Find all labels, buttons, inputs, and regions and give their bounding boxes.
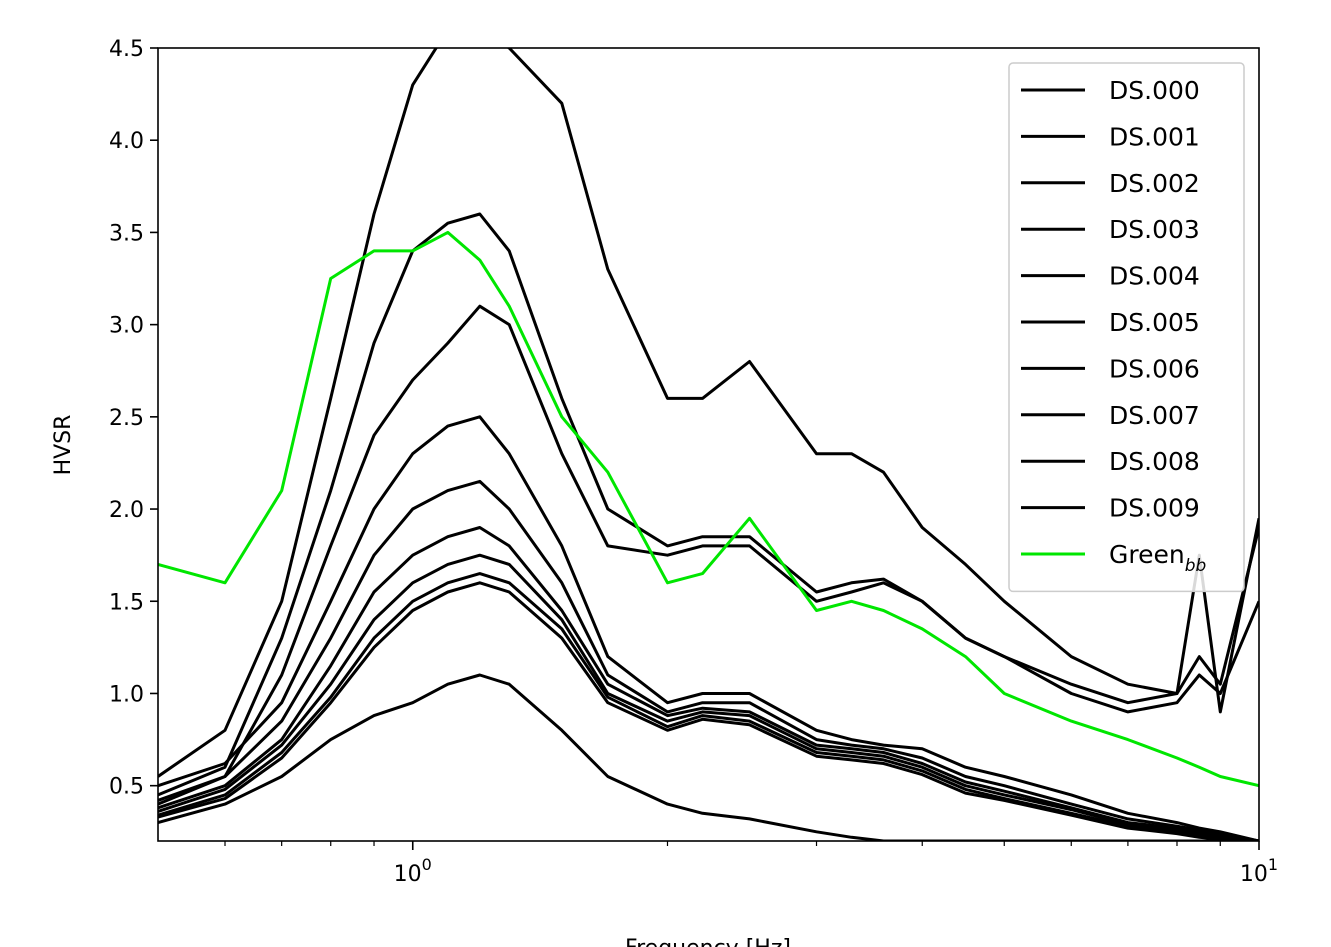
series-line-3: [158, 415, 1259, 841]
y-tick-label-0: 0.5: [109, 775, 144, 800]
y-tick-label-2: 1.5: [109, 590, 144, 615]
series-line-0: [158, 212, 1259, 797]
series-line-9: [158, 673, 1259, 841]
series-line-7: [158, 572, 1259, 841]
series-line-6: [158, 553, 1259, 841]
y-tick-label-1: 1.0: [109, 682, 144, 707]
legend-box: [1008, 62, 1245, 593]
legend-label-10: Greenbb: [1109, 540, 1206, 576]
y-axis-label: HVSR: [51, 415, 76, 476]
legend-label-7: DS.007: [1109, 401, 1200, 430]
y-tick-label-6: 3.5: [109, 221, 144, 246]
series-line-4: [158, 479, 1259, 841]
y-tick-label-8: 4.5: [109, 37, 144, 62]
series-line-8: [158, 581, 1259, 841]
legend-label-1: DS.001: [1109, 122, 1200, 151]
legend-label-4: DS.004: [1109, 262, 1200, 291]
x-tick-label-0: 100: [394, 855, 432, 887]
legend: DS.000 DS.001 DS.002 DS.003 DS.004 DS.005 DS.0…: [1008, 62, 1245, 593]
y-tick-label-4: 2.5: [109, 406, 144, 431]
series-line-2: [158, 48, 1259, 778]
legend-label-8: DS.008: [1109, 447, 1200, 476]
legend-label-2: DS.002: [1109, 169, 1200, 198]
x-axis: 100 101: [224, 841, 1278, 887]
legend-label-6: DS.006: [1109, 354, 1200, 383]
y-tick-label-5: 3.0: [109, 314, 144, 339]
series-line-5: [158, 526, 1259, 841]
legend-label-3: DS.003: [1109, 215, 1200, 244]
y-axis: 0.5 1.0 1.5 2.0 2.5 3.0 3.5 4.0 4.5: [109, 37, 158, 800]
x-tick-label-1: 101: [1240, 855, 1278, 887]
legend-label-9: DS.009: [1109, 494, 1200, 523]
legend-label-5: DS.005: [1109, 308, 1200, 337]
y-tick-label-3: 2.0: [109, 498, 144, 523]
y-tick-label-7: 4.0: [109, 129, 144, 154]
series-layer: [158, 48, 1259, 841]
legend-label-0: DS.000: [1109, 76, 1200, 105]
x-axis-label: Frequency [Hz]: [625, 936, 791, 947]
series-line-10: [158, 230, 1259, 788]
plot-frame: [157, 47, 1260, 842]
